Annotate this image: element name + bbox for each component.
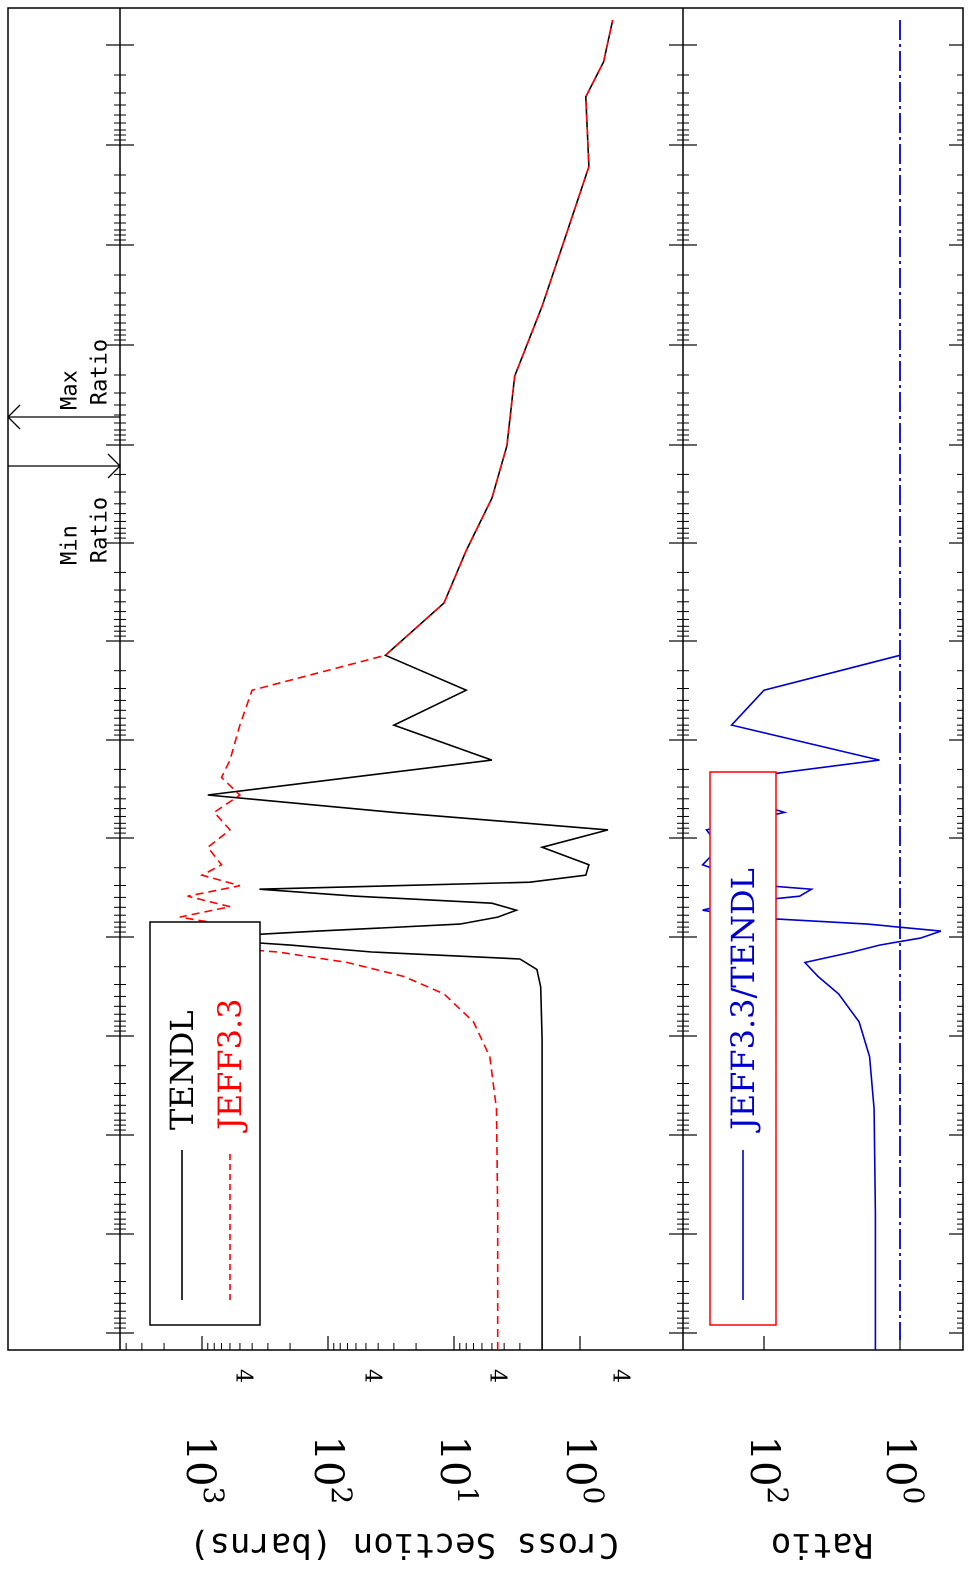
- max-ratio-label-line1: Max: [58, 370, 83, 410]
- legend-box: [149, 921, 261, 1326]
- y-tick-label: 100: [557, 1436, 611, 1505]
- min-ratio-label-line1: Min: [58, 525, 83, 565]
- legend-label: JEFF3.3: [211, 999, 249, 1133]
- y-tick-label: 102: [305, 1436, 359, 1505]
- cross-section-panel: TENDL JEFF3.3: [7, 7, 964, 1351]
- ratio-axis-title: Ratio: [771, 1525, 873, 1565]
- min-ratio-label-line2: Ratio: [88, 497, 113, 563]
- max-ratio-label-line2: Ratio: [88, 339, 113, 405]
- y-tick-label: 101: [431, 1436, 485, 1505]
- ratio-legend-label: JEFF3.3/TENDL: [724, 868, 762, 1133]
- legend-label: TENDL: [163, 1010, 201, 1130]
- series-line-jeff33: [169, 19, 614, 1350]
- y-minor-label: 4: [485, 1369, 510, 1383]
- ratio-y-tick-label: 102: [741, 1436, 795, 1505]
- y-minor-label: 4: [360, 1369, 385, 1383]
- y-axis-title: Cross Section (barns): [189, 1525, 619, 1565]
- max-ratio-arrow-head: [7, 404, 21, 430]
- y-axis-labels: 100 101 102 103 4 4 4 4 100 102 Cross Section (bar…: [177, 1369, 931, 1565]
- ratio-panel: JEFF3.3/TENDL: [701, 20, 942, 1350]
- ratio-y-tick-label: 100: [877, 1436, 931, 1505]
- outer-frame: [7, 7, 964, 1351]
- min-ratio-arrow-head: [107, 453, 121, 479]
- y-minor-label: 4: [608, 1369, 633, 1383]
- y-tick-label: 103: [177, 1436, 231, 1505]
- y-minor-label: 4: [231, 1369, 256, 1383]
